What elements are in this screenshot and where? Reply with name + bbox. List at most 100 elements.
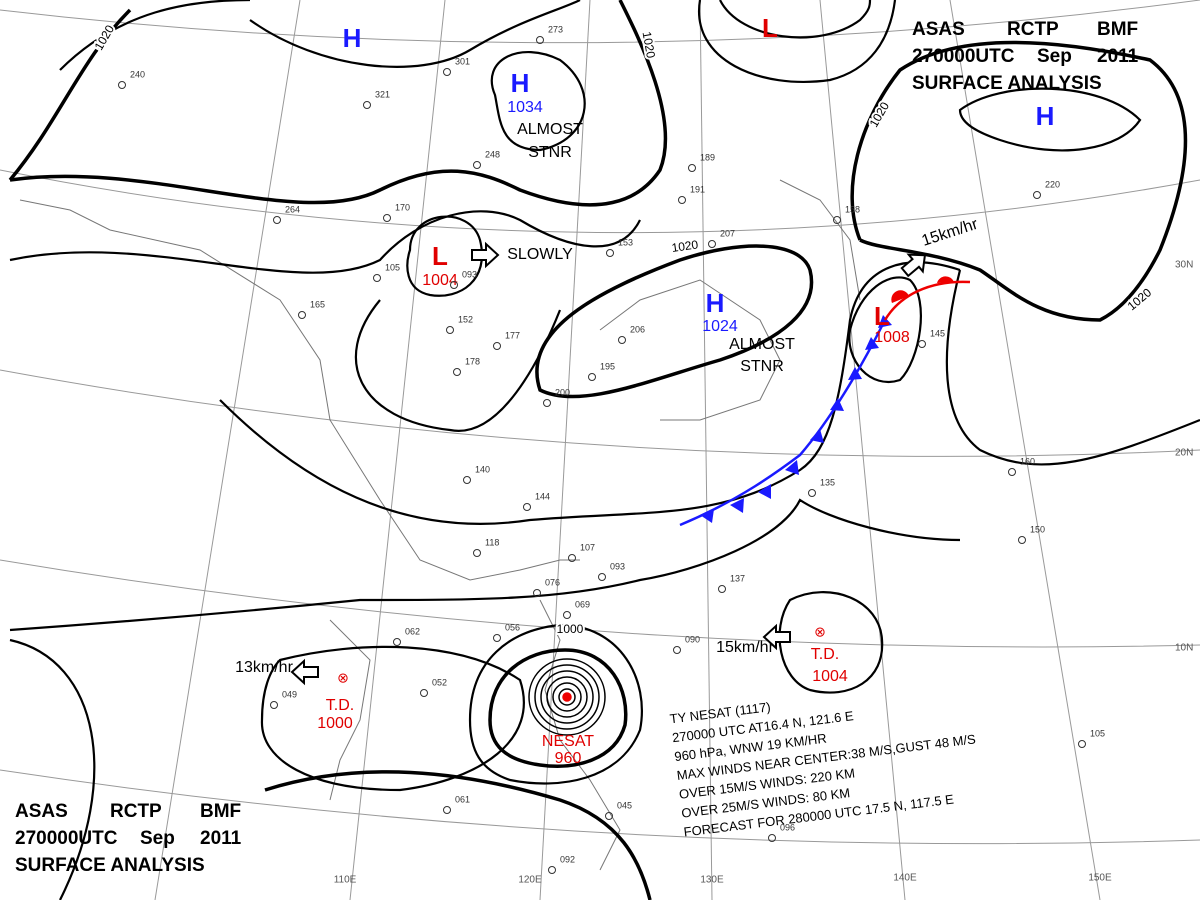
station-pressure: 207 [720, 228, 735, 238]
coast [19, 199, 580, 581]
station-pressure: 248 [485, 149, 500, 159]
system-pressure: 1008 [874, 329, 910, 346]
isobar-label: 1020 [671, 237, 700, 255]
station-circle [708, 240, 716, 248]
header-agency: RCTP [1007, 19, 1059, 40]
lat-line [0, 369, 1200, 457]
cold-front [679, 319, 887, 527]
isobar [958, 87, 1142, 152]
station-circle [1018, 536, 1026, 544]
motion-arrow [471, 241, 500, 269]
station-pressure: 240 [130, 69, 145, 79]
station-circle [453, 368, 461, 376]
station-pressure: 069 [575, 599, 590, 609]
isobar [9, 0, 668, 207]
isobar [850, 40, 1188, 322]
station-circle [618, 336, 626, 344]
system-pressure: 1004 [422, 272, 458, 289]
longitude-label: 150E [1088, 873, 1112, 884]
fronts [679, 276, 971, 527]
isobar [558, 688, 576, 706]
station-circle [393, 638, 401, 646]
isobar [540, 670, 594, 724]
station-circle [536, 36, 544, 44]
isobar [534, 664, 600, 730]
station-circle [273, 216, 281, 224]
station-circle [548, 866, 556, 874]
system-pressure: 1034 [507, 99, 543, 116]
front-symbols [891, 276, 954, 303]
system-motion: STNR [528, 144, 572, 161]
station-circle [420, 689, 428, 697]
longitude-label: 140E [893, 873, 917, 884]
system-motion: STNR [740, 358, 784, 375]
station-pressure: 118 [485, 537, 499, 547]
station-circle [808, 489, 816, 497]
station-pressure: 301 [455, 56, 470, 66]
typhoon-isobars [528, 658, 606, 736]
isobar [8, 8, 132, 182]
station-circle [833, 216, 841, 224]
station-pressure: 195 [600, 361, 615, 371]
isobar [719, 0, 872, 39]
header-agency: ASAS [15, 801, 68, 822]
lon-line [539, 0, 591, 900]
station-pressure: 056 [505, 622, 520, 632]
isobar [59, 0, 251, 71]
station-circle [568, 554, 576, 562]
station-circle [383, 214, 391, 222]
latitude-label: 30N [1175, 260, 1193, 271]
station-circle [1078, 740, 1086, 748]
header-agency: ASAS [912, 19, 965, 40]
station-pressure: 191 [690, 184, 705, 194]
station-circle [1033, 191, 1041, 199]
header-agency: BMF [200, 801, 241, 822]
coast [539, 599, 621, 871]
td-mark: ⊗ [337, 670, 349, 686]
station-pressure: 107 [580, 542, 595, 552]
isobar [945, 269, 1200, 466]
isobar [488, 648, 628, 768]
header-time: Sep [1037, 46, 1072, 67]
station-pressure: 062 [405, 626, 420, 636]
station-pressure: 061 [455, 794, 470, 804]
station-circle [493, 342, 501, 350]
system-symbol: L [874, 301, 890, 331]
system-symbol: T.D. [326, 697, 354, 714]
station-circle [1008, 468, 1016, 476]
station-pressure: 170 [395, 202, 410, 212]
warm-front [883, 280, 971, 321]
lat-line [0, 559, 1200, 648]
isobar [535, 244, 814, 399]
station-pressure: 321 [375, 89, 390, 99]
station-pressure: 264 [285, 204, 300, 214]
system-motion: SLOWLY [507, 246, 573, 263]
longitude-label: 130E [700, 875, 724, 886]
station-pressure: 177 [505, 330, 520, 340]
header-agency: BMF [1097, 19, 1138, 40]
station-circle [443, 68, 451, 76]
station-pressure: 093 [610, 561, 625, 571]
station-pressure: 076 [545, 577, 560, 587]
station-circle [473, 161, 481, 169]
front-symbols [700, 315, 892, 523]
system-pressure: 1000 [317, 715, 353, 732]
station-circle [523, 503, 531, 511]
station-circle [446, 326, 454, 334]
latitude-label: 10N [1175, 643, 1193, 654]
station-circle [450, 281, 458, 289]
station-pressure: 135 [820, 477, 835, 487]
station-pressure: 045 [617, 800, 632, 810]
station-pressure: 152 [458, 314, 473, 324]
lat-line [0, 769, 1200, 845]
station-pressure: 145 [930, 328, 945, 338]
system-symbol: L [432, 241, 448, 271]
station-circle [118, 81, 126, 89]
isobar [778, 591, 884, 694]
system-pressure: 960 [555, 750, 582, 767]
header-time: Sep [140, 828, 175, 849]
lon-line [699, 0, 713, 900]
station-pressure: 049 [282, 689, 297, 699]
typhoon-center [562, 692, 572, 702]
station-circle [605, 812, 613, 820]
